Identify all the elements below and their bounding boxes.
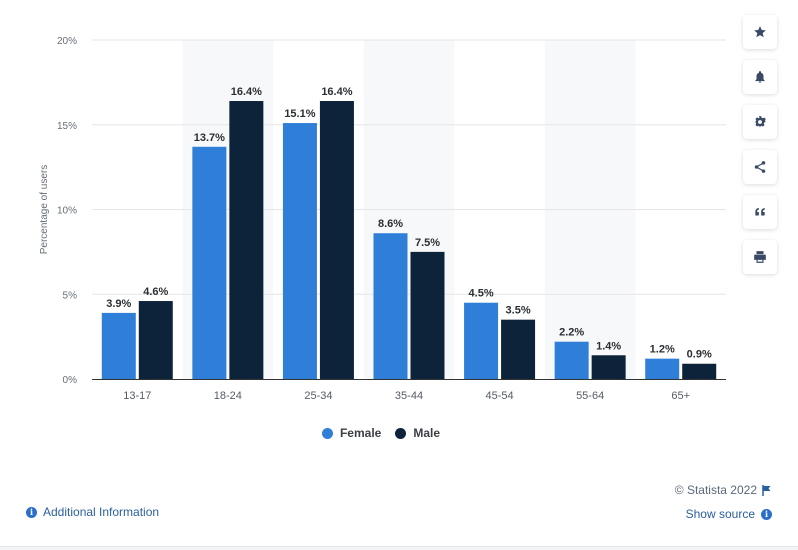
x-tick-label: 18-24	[214, 390, 242, 402]
info-icon: i	[26, 506, 37, 518]
data-label: 16.4%	[231, 86, 262, 98]
x-tick-label: 13-17	[123, 390, 151, 402]
gear-icon	[754, 116, 766, 128]
additional-information-link[interactable]: i Additional Information	[26, 505, 159, 519]
bars	[101, 101, 717, 380]
bar-male	[682, 363, 717, 379]
bar-female	[554, 341, 589, 379]
quote-icon	[755, 207, 765, 216]
y-tick-label: 10%	[57, 206, 77, 217]
settings-button[interactable]	[743, 105, 777, 139]
legend-item-male[interactable]: Male	[395, 426, 440, 440]
data-label: 3.5%	[506, 305, 531, 317]
y-tick-label: 5%	[63, 290, 78, 301]
y-tick-label: 20%	[57, 36, 77, 47]
bar-female	[192, 146, 227, 379]
data-label: 2.2%	[559, 327, 584, 339]
data-label: 4.5%	[469, 288, 494, 300]
legend-swatch-female	[321, 427, 333, 439]
star-icon	[754, 26, 766, 38]
notification-button[interactable]	[743, 60, 777, 94]
data-label: 7.5%	[415, 237, 440, 249]
show-source-link[interactable]: Show source i	[686, 507, 772, 521]
data-label: 1.4%	[596, 340, 621, 352]
additional-information-label: Additional Information	[43, 505, 160, 519]
bar-male	[229, 101, 264, 380]
bar-male	[410, 251, 445, 379]
data-label: 0.9%	[687, 349, 712, 361]
share-icon	[754, 161, 766, 173]
cite-button[interactable]	[743, 195, 777, 229]
bar-female	[645, 358, 680, 379]
info-icon: i	[761, 508, 772, 520]
data-label: 4.6%	[143, 286, 168, 298]
flag-icon	[762, 484, 771, 496]
bar-female	[282, 123, 317, 380]
bar-female	[464, 302, 499, 379]
x-tick-label: 25-34	[304, 390, 332, 402]
data-label: 16.4%	[321, 86, 352, 98]
credits[interactable]: © Statista 2022	[675, 483, 772, 497]
print-button[interactable]	[743, 240, 777, 274]
legend-swatch-male	[395, 427, 407, 439]
bar-male	[591, 355, 626, 379]
legend: Female Male	[0, 426, 762, 440]
data-label: 15.1%	[284, 108, 315, 120]
favorite-button[interactable]	[743, 15, 777, 49]
data-labels: 3.9% 13.7% 15.1% 8.6% 4.5% 2.2% 1.2% 4.6% 16.4% 1…	[106, 86, 712, 361]
bar-male	[501, 319, 536, 379]
y-tick-label: 0%	[63, 375, 78, 386]
show-source-label: Show source	[685, 507, 755, 521]
legend-label-male: Male	[413, 426, 441, 440]
chart-toolbar	[743, 15, 777, 274]
legend-item-female[interactable]: Female	[321, 426, 382, 440]
legend-label-female: Female	[339, 426, 382, 440]
data-label: 8.6%	[378, 218, 403, 230]
data-label: 3.9%	[106, 298, 131, 310]
x-tick-label: 35-44	[395, 390, 423, 402]
x-tick-label: 55-64	[576, 390, 604, 402]
bar-chart: 3.9% 13.7% 15.1% 8.6% 4.5% 2.2% 1.2% 4.6% 16.4% 1…	[39, 36, 726, 402]
share-button[interactable]	[743, 150, 777, 184]
y-tick-label: 15%	[57, 121, 77, 132]
credits-text: © Statista 2022	[674, 483, 757, 497]
bar-male	[319, 101, 354, 380]
bar-female	[373, 233, 408, 379]
y-axis-title: Percentage of users	[39, 165, 50, 255]
bell-icon	[755, 71, 765, 83]
x-tick-label: 65+	[671, 390, 690, 402]
data-label: 1.2%	[650, 344, 675, 356]
x-tick-label: 45-54	[486, 390, 514, 402]
axes: 0% 5% 10% 15% 20% Percentage of users 13-17 18-…	[39, 36, 726, 402]
bar-female	[101, 312, 136, 379]
print-icon	[754, 251, 766, 263]
data-label: 13.7%	[194, 132, 225, 144]
bar-male	[138, 301, 173, 379]
